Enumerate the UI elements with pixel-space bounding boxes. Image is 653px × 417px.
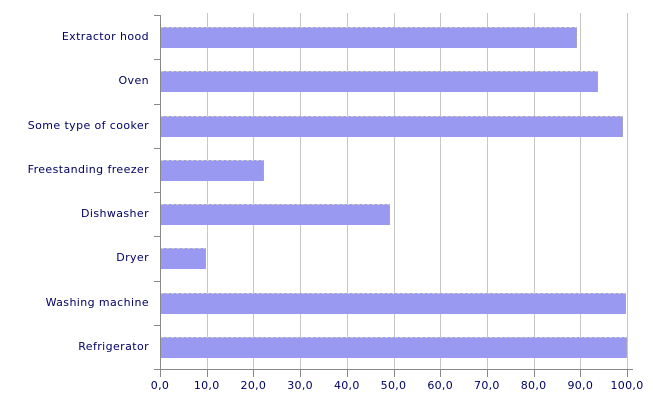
x-tick-label: 80,0 (520, 379, 547, 392)
x-tick-label: 10,0 (193, 379, 220, 392)
gridline (206, 13, 208, 369)
x-axis-tick (160, 369, 161, 377)
gridline (440, 13, 442, 369)
x-tick-label: 60,0 (427, 379, 454, 392)
bar (161, 71, 598, 92)
y-axis-tick (154, 59, 160, 60)
category-label: Dishwasher (81, 207, 149, 220)
x-tick-label: 0,0 (150, 379, 170, 392)
x-axis-tick (533, 369, 535, 377)
x-axis-tick (253, 369, 255, 377)
gridline (253, 13, 255, 369)
x-tick-label: 20,0 (240, 379, 267, 392)
y-axis-tick (154, 192, 160, 193)
category-label: Dryer (116, 251, 149, 264)
y-axis-tick (154, 148, 160, 149)
x-tick-label: 90,0 (567, 379, 594, 392)
gridline (533, 13, 535, 369)
bar (161, 248, 206, 269)
gridline (580, 13, 582, 369)
category-label: Some type of cooker (27, 119, 149, 132)
x-tick-label: 30,0 (287, 379, 313, 392)
gridline (346, 13, 348, 369)
x-axis-tick (627, 369, 628, 377)
category-label: Extractor hood (61, 30, 149, 43)
x-axis-tick (300, 369, 302, 377)
category-label: Freestanding freezer (27, 163, 149, 176)
x-axis-tick (486, 369, 488, 377)
gridline (300, 13, 302, 369)
y-axis-tick (154, 369, 160, 370)
y-axis-tick (154, 104, 160, 105)
bar (161, 204, 390, 225)
bar (161, 27, 577, 48)
bar (161, 116, 623, 137)
y-axis-tick (154, 236, 160, 237)
category-label: Oven (118, 74, 149, 87)
category-label: Refrigerator (78, 340, 149, 353)
gridline (627, 13, 628, 369)
bar (161, 337, 627, 358)
x-tick-label: 50,0 (380, 379, 407, 392)
x-tick-label: 40,0 (333, 379, 360, 392)
gridline (393, 13, 395, 369)
y-axis-tick (154, 325, 160, 326)
x-axis-tick (206, 369, 208, 377)
x-axis-tick (346, 369, 348, 377)
gridline (486, 13, 488, 369)
bar (161, 160, 264, 181)
bar (161, 293, 626, 314)
y-axis-tick (154, 15, 160, 16)
y-axis (160, 15, 161, 370)
x-tick-label: 100,0 (610, 379, 644, 392)
x-tick-label: 70,0 (474, 379, 500, 392)
category-label: Washing machine (45, 296, 149, 309)
x-axis-tick (393, 369, 395, 377)
x-axis-tick (440, 369, 442, 377)
y-axis-tick (154, 281, 160, 282)
x-axis-tick (580, 369, 582, 377)
